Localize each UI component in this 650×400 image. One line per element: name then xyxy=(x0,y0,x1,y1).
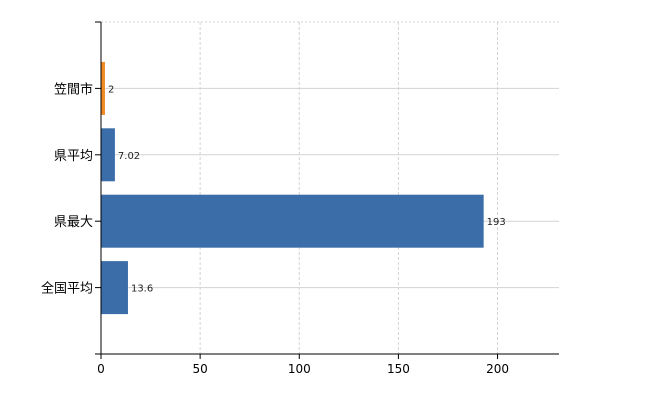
bar xyxy=(101,61,105,115)
data-label: 2 xyxy=(108,84,114,95)
x-tick-label: 100 xyxy=(288,362,311,376)
data-label: 13.6 xyxy=(131,284,153,295)
y-tick-label: 笠間市 xyxy=(54,81,93,97)
bar xyxy=(101,261,128,315)
x-tick-label: 200 xyxy=(486,362,509,376)
data-label: 7.02 xyxy=(118,151,140,162)
x-tick-label: 150 xyxy=(387,362,410,376)
bar xyxy=(101,194,484,248)
y-tick-label: 県平均 xyxy=(54,149,93,164)
x-tick-label: 50 xyxy=(192,362,207,376)
data-label: 193 xyxy=(487,217,506,228)
x-tick-label: 0 xyxy=(97,362,105,376)
y-tick-label: 全国平均 xyxy=(41,281,93,297)
y-tick-label: 県最大 xyxy=(54,215,93,230)
bar xyxy=(101,128,115,182)
